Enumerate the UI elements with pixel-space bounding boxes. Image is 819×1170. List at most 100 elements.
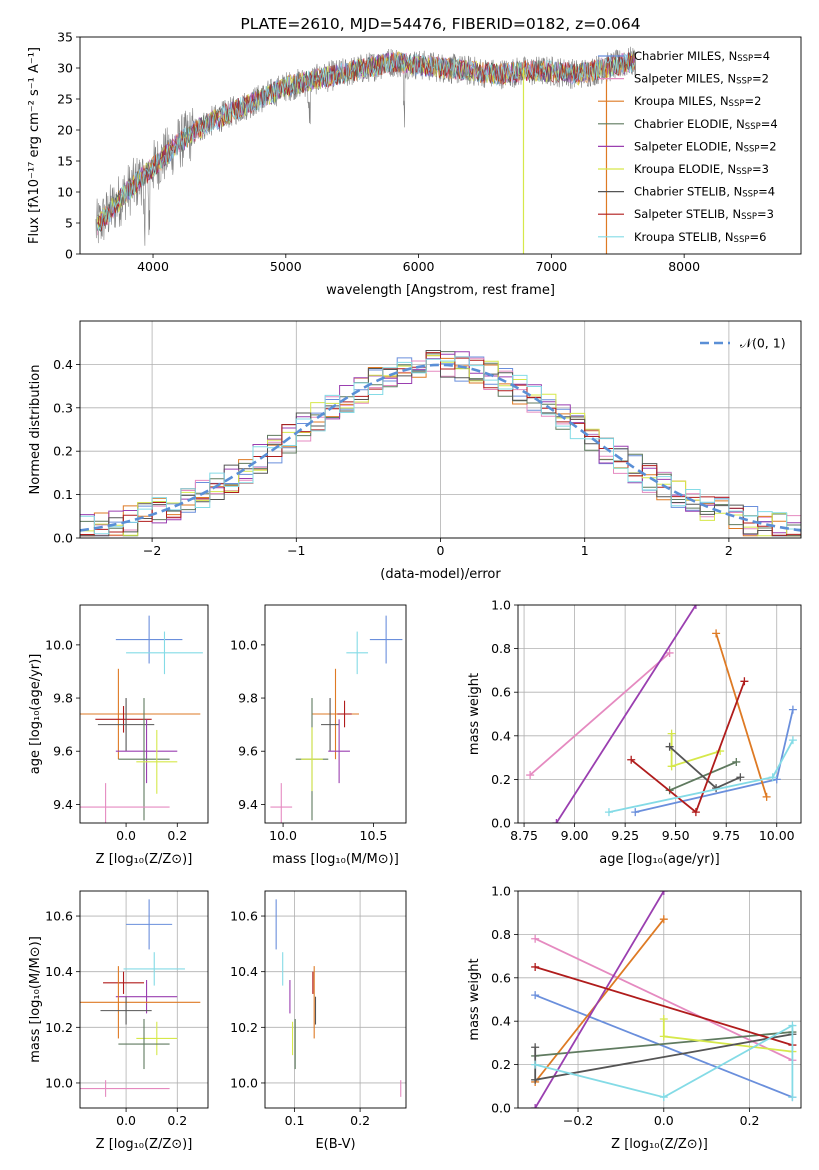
y-axis-label: Normed distribution xyxy=(28,365,43,495)
weight-marker xyxy=(667,762,676,771)
x-tick-label: 10.5 xyxy=(360,828,388,843)
plot-area xyxy=(95,46,637,254)
y-tick-label: 0.8 xyxy=(491,641,511,656)
legend-entry-value: =2 xyxy=(752,72,769,86)
plot-area xyxy=(526,605,797,823)
x-tick-label: −0.2 xyxy=(563,1113,593,1128)
x-tick-label: 10.00 xyxy=(759,828,795,843)
y-tick-label: 0.3 xyxy=(53,400,73,415)
y-tick-label: 25 xyxy=(57,92,73,107)
plot-area xyxy=(270,615,403,823)
panel-mass_vs_Z: 0.0 0.2 10.0 10.2 10.4 10.6 Z [log₁₀(Z/Z⊙)] mas… xyxy=(28,890,209,1152)
weight-marker xyxy=(667,729,676,738)
legend-entry-value: =3 xyxy=(757,207,774,221)
y-axis-label: mass weight xyxy=(467,958,482,1040)
weight-marker xyxy=(788,736,797,745)
legend: 𝒩(0, 1) xyxy=(700,336,786,351)
plot-area xyxy=(80,899,201,1097)
x-axis-label: Z [log₁₀(Z/Z⊙)] xyxy=(611,1137,708,1152)
legend-entry-sub: SSP xyxy=(742,190,758,200)
y-tick-label: 10.2 xyxy=(230,1020,258,1035)
x-tick-label: 4000 xyxy=(137,259,169,274)
weight-marker xyxy=(665,742,674,751)
panel-age_vs_mass: 10.0 10.5 9.4 9.6 9.8 10.0 mass [log₁₀(M/M⊙)] xyxy=(230,604,407,867)
legend-entry-name: Kroupa MILES, N xyxy=(634,94,729,108)
y-axis-label: mass weight xyxy=(467,673,482,755)
x-axis-label: Z [log₁₀(Z/Z⊙)] xyxy=(96,852,193,867)
y-tick-label: 0.0 xyxy=(53,531,73,546)
weight-marker xyxy=(712,629,721,638)
y-tick-label: 9.6 xyxy=(238,744,258,759)
x-tick-label: 0.1 xyxy=(285,1113,305,1128)
y-tick-label: 10.0 xyxy=(45,1075,73,1090)
x-axis-label: E(B-V) xyxy=(315,1137,355,1152)
y-tick-label: 0 xyxy=(65,247,73,262)
x-axis-label: wavelength [Angstrom, rest frame] xyxy=(326,283,555,298)
y-tick-label: 9.6 xyxy=(53,744,73,759)
weight-line-7 xyxy=(534,966,793,1046)
x-tick-label: −2 xyxy=(143,543,161,558)
axes-frame xyxy=(79,36,802,255)
y-tick-label: 10.2 xyxy=(45,1020,73,1035)
weight-marker xyxy=(531,1060,540,1069)
y-tick-label: 10.0 xyxy=(230,1075,258,1090)
y-tick-label: 0.2 xyxy=(53,444,73,459)
weight-marker xyxy=(552,819,561,823)
panel-age_vs_Z: 0.0 0.2 9.4 9.6 9.8 10.0 Z [log₁₀(Z/Z⊙)] age [l… xyxy=(28,604,209,867)
y-tick-label: 9.8 xyxy=(53,691,73,706)
x-axis-label: age [log₁₀(age/yr)] xyxy=(599,852,720,867)
weight-line-4 xyxy=(555,605,697,823)
legend-entry-sub: SSP xyxy=(745,122,761,132)
x-tick-label: 2 xyxy=(725,543,733,558)
legend-entry-name: Kroupa STELIB, N xyxy=(634,230,734,244)
x-tick-label: 9.25 xyxy=(611,828,639,843)
legend-entry-name: Chabrier MILES, N xyxy=(634,49,737,63)
legend-entry-sub: SSP xyxy=(736,77,752,87)
legend-entry-value: =6 xyxy=(749,230,766,244)
legend-entry-name: Salpeter STELIB, N xyxy=(634,207,741,221)
axes-frame xyxy=(517,890,802,1109)
weight-line-3 xyxy=(535,1031,793,1057)
weight-marker xyxy=(659,1093,668,1102)
legend-entry-sub: SSP xyxy=(737,54,753,64)
x-tick-label: 0.0 xyxy=(116,1113,136,1128)
weight-marker xyxy=(691,605,700,609)
weight-line-6 xyxy=(669,746,741,790)
x-tick-label: 1 xyxy=(581,543,589,558)
weight-line-1 xyxy=(529,652,671,776)
x-tick-label: 9.75 xyxy=(712,828,740,843)
weight-marker xyxy=(631,808,640,817)
weight-marker xyxy=(627,755,636,764)
y-tick-label: 10.4 xyxy=(45,964,73,979)
legend-entry-sub: SSP xyxy=(741,212,757,222)
weight-marker xyxy=(740,677,749,686)
y-tick-label: 0.2 xyxy=(491,1057,511,1072)
y-tick-label: 10 xyxy=(57,185,73,200)
x-tick-label: 8.75 xyxy=(510,828,538,843)
legend-entry: Chabrier ELODIE, NSSP=4 xyxy=(634,117,778,132)
normal-curve xyxy=(80,363,801,532)
y-tick-label: 0.1 xyxy=(53,487,73,502)
weight-marker xyxy=(604,808,613,817)
y-tick-label: 0.4 xyxy=(491,728,511,743)
legend-entry-name: Kroupa ELODIE, N xyxy=(634,162,736,176)
legend-entry-sub: SSP xyxy=(734,235,750,245)
legend-entry-value: =4 xyxy=(761,117,778,131)
y-tick-label: 10.4 xyxy=(230,964,258,979)
weight-marker xyxy=(732,757,741,766)
weight-line-4 xyxy=(534,891,665,1108)
axes-frame xyxy=(79,890,209,1109)
legend-entry: Kroupa MILES, NSSP=2 xyxy=(634,94,761,109)
histogram-step-8 xyxy=(80,356,801,537)
legend-entry-name: Salpeter ELODIE, N xyxy=(634,139,744,153)
legend-entry-value: =4 xyxy=(758,185,775,199)
axes-frame xyxy=(517,604,802,824)
legend-entry-name: Chabrier STELIB, N xyxy=(634,185,742,199)
weight-marker xyxy=(526,771,535,780)
weight-line-8 xyxy=(534,1023,794,1099)
y-axis-label: age [log₁₀(age/yr)] xyxy=(28,654,43,775)
weight-marker xyxy=(659,891,668,895)
panel-mass_vs_ebv: 0.1 0.2 10.0 10.2 10.4 10.6 E(B-V) xyxy=(230,890,407,1152)
